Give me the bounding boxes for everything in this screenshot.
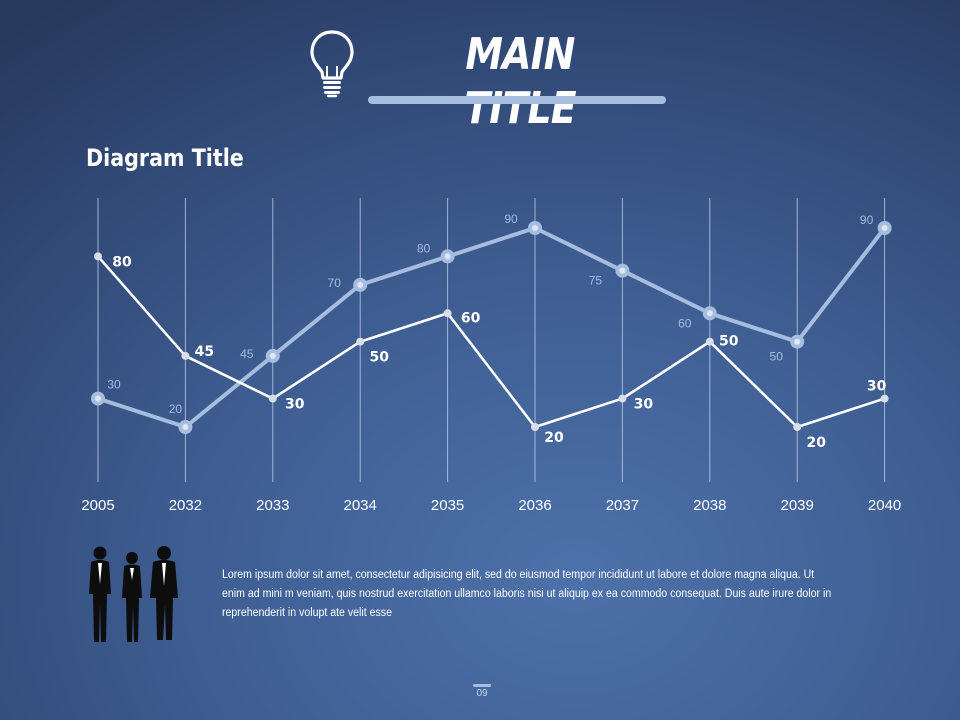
title-bar: MAIN TITLE bbox=[0, 0, 960, 134]
series-1-point-center-2033 bbox=[269, 352, 276, 359]
page-number: 09 bbox=[476, 688, 488, 699]
series-line-2 bbox=[97, 255, 886, 429]
x-tick-2036: 2036 bbox=[518, 497, 551, 514]
series-2-point-2005 bbox=[94, 252, 102, 261]
x-tick-2040: 2040 bbox=[868, 497, 901, 514]
series-2-point-2039 bbox=[793, 423, 802, 431]
x-tick-2039: 2039 bbox=[781, 497, 814, 514]
series-1-label-2005: 30 bbox=[107, 378, 121, 392]
series-2-point-2040 bbox=[880, 394, 889, 403]
series-2-point-2032 bbox=[181, 351, 190, 360]
series-1-point-center-2039 bbox=[794, 338, 801, 345]
chart-x-axis: 2005 2032 2033 2034 2035 2036 2037 2038 2039 2040 bbox=[81, 497, 901, 514]
series-1-label-2036: 90 bbox=[504, 212, 518, 226]
series-2-point-2037 bbox=[618, 394, 627, 403]
series-1-label-2034: 70 bbox=[328, 276, 342, 290]
series-2-point-2035 bbox=[443, 309, 452, 318]
lightbulb-icon bbox=[310, 30, 354, 98]
diagram-title: Diagram Title bbox=[86, 144, 244, 172]
series-1-label-2035: 80 bbox=[417, 241, 431, 255]
series-1-point-center-2036 bbox=[532, 225, 538, 231]
series-1-label-2037: 75 bbox=[589, 274, 603, 288]
series-1-point-center-2034 bbox=[357, 281, 364, 288]
x-tick-2035: 2035 bbox=[431, 497, 464, 514]
series-1-point-center-2005 bbox=[95, 395, 101, 402]
series-1-label-2033: 45 bbox=[240, 347, 254, 361]
series-2-label-2035: 60 bbox=[461, 310, 481, 326]
series-2-label-2033: 30 bbox=[285, 397, 305, 413]
series-1-point-center-2040 bbox=[881, 225, 888, 231]
x-tick-2005: 2005 bbox=[81, 497, 114, 514]
body-text: Lorem ipsum dolor sit amet, consectetur … bbox=[222, 569, 832, 619]
series-2-label-2036: 20 bbox=[544, 430, 564, 446]
series-1-label-2039: 50 bbox=[770, 350, 784, 364]
x-tick-2032: 2032 bbox=[169, 497, 202, 514]
main-title: MAIN TITLE bbox=[464, 29, 576, 134]
x-tick-2033: 2033 bbox=[256, 497, 289, 514]
series-1-label-2040: 90 bbox=[860, 213, 874, 227]
series-2-point-2036 bbox=[531, 423, 539, 431]
series-1-point-center-2038 bbox=[706, 310, 713, 317]
series-2-label-2032: 45 bbox=[195, 344, 214, 360]
chart-points bbox=[91, 221, 892, 434]
series-2-label-2038: 50 bbox=[719, 334, 739, 350]
series-2-label-2039: 20 bbox=[806, 435, 826, 451]
series-1-label-2038: 60 bbox=[678, 316, 692, 330]
series-1-point-center-2035 bbox=[444, 253, 451, 260]
series-1-point-center-2037 bbox=[619, 267, 626, 274]
series-line-1 bbox=[97, 226, 887, 429]
series-2-label-2040: 30 bbox=[867, 379, 887, 395]
x-tick-2034: 2034 bbox=[344, 497, 377, 514]
series-2-label-2005: 80 bbox=[112, 254, 132, 270]
series-2-point-2038 bbox=[705, 337, 714, 346]
chart-lines bbox=[97, 226, 887, 429]
business-people-icon bbox=[89, 546, 178, 642]
series-2-point-2034 bbox=[356, 337, 365, 346]
line-chart: 3020457080907560509080453050602030502030… bbox=[81, 198, 901, 514]
series-1-point-center-2032 bbox=[182, 424, 189, 430]
series-2-point-2033 bbox=[268, 394, 277, 403]
page-number-bar bbox=[473, 684, 491, 687]
series-2-label-2034: 50 bbox=[369, 350, 389, 366]
title-underline bbox=[368, 96, 666, 104]
chart-data-labels: 30 20 45 70 80 90 75 60 50 90 80 45 30 50 60 20 30 50 20 30 bbox=[107, 212, 886, 451]
x-tick-2038: 2038 bbox=[693, 497, 726, 514]
x-tick-2037: 2037 bbox=[606, 497, 639, 514]
series-2-label-2037: 30 bbox=[634, 397, 654, 413]
series-1-label-2032: 20 bbox=[169, 402, 183, 416]
